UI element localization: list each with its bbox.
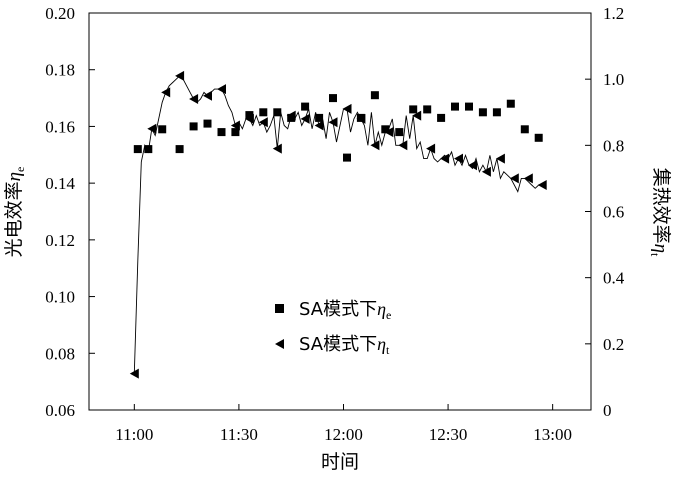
point-eta-t — [426, 143, 436, 154]
point-eta-e — [343, 153, 351, 162]
y-right-tick-label: 0.4 — [603, 269, 625, 288]
point-eta-e — [478, 108, 487, 117]
x-tick-label: 13:00 — [533, 425, 572, 444]
x-tick-label: 11:30 — [220, 425, 258, 444]
x-tick-label: 12:30 — [429, 425, 468, 444]
point-eta-e — [259, 108, 268, 117]
point-eta-e — [189, 122, 198, 131]
point-eta-t — [258, 117, 268, 128]
y-right-tick-label: 0.2 — [603, 335, 624, 354]
point-eta-t — [384, 127, 394, 138]
y-right-tick-label: 1.0 — [603, 70, 624, 89]
point-eta-e — [395, 128, 404, 137]
y-right-axis-title: 集热效率ηt — [648, 168, 672, 257]
point-eta-e — [506, 99, 515, 108]
point-eta-t — [537, 180, 547, 190]
point-eta-t — [370, 140, 380, 151]
y-right-tick-label: 0.6 — [603, 203, 624, 222]
point-eta-t — [481, 166, 491, 177]
y-left-tick-label: 0.12 — [45, 231, 75, 250]
point-eta-e — [245, 111, 254, 120]
point-eta-t — [244, 113, 254, 124]
point-eta-e — [381, 125, 390, 134]
y-left-tick-label: 0.18 — [45, 61, 75, 80]
x-tick-label: 11:00 — [115, 425, 153, 444]
y-left-tick-label: 0.20 — [45, 4, 75, 23]
y-left-tick-label: 0.14 — [45, 174, 75, 193]
point-eta-t — [342, 103, 352, 114]
point-eta-t — [189, 94, 199, 104]
y-left-tick-label: 0.16 — [45, 117, 75, 136]
point-eta-e — [158, 125, 167, 134]
point-eta-t — [468, 160, 477, 171]
point-eta-t — [300, 113, 310, 124]
point-eta-t — [272, 143, 282, 154]
x-axis-title: 时间 — [321, 451, 359, 473]
point-eta-t — [398, 140, 408, 151]
point-eta-t — [129, 368, 139, 379]
ticks-group: 11:00 11:30 12:00 12:30 13:00 0.06 0.08 0.10 0.1… — [45, 4, 625, 444]
point-eta-t — [509, 173, 519, 184]
point-eta-e — [465, 102, 473, 111]
point-eta-e — [451, 102, 459, 111]
point-eta-t — [328, 117, 338, 128]
point-eta-t — [203, 90, 212, 101]
y-left-tick-label: 0.06 — [45, 401, 75, 420]
point-eta-e — [301, 102, 310, 111]
y-right-tick-label: 0 — [603, 401, 612, 420]
point-eta-e — [534, 133, 543, 142]
point-eta-e — [144, 145, 153, 154]
point-eta-e — [315, 113, 324, 122]
point-eta-t — [175, 70, 185, 81]
y-left-tick-label: 0.08 — [45, 344, 75, 363]
point-eta-t — [412, 110, 422, 121]
y-left-axis-title: 光电效率ηe — [3, 167, 27, 258]
point-eta-e — [423, 105, 432, 114]
markers-group — [129, 70, 547, 379]
point-eta-t — [523, 173, 533, 184]
legend-marker-triangle — [275, 339, 284, 349]
point-eta-e — [492, 108, 501, 117]
point-eta-t — [495, 153, 505, 164]
point-eta-t — [161, 87, 171, 98]
point-eta-e — [273, 108, 282, 117]
point-eta-e — [231, 128, 240, 137]
legend-marker-square — [275, 304, 284, 313]
point-eta-e — [133, 145, 142, 154]
point-eta-t — [147, 123, 157, 134]
y-right-tick-label: 1.2 — [603, 4, 624, 23]
legend: SA模式下ηe SA模式下ηt — [275, 299, 391, 357]
point-eta-t — [286, 110, 296, 121]
point-eta-e — [329, 94, 337, 103]
point-eta-e — [409, 105, 418, 114]
point-eta-e — [370, 91, 379, 100]
point-eta-t — [314, 120, 324, 131]
point-eta-t — [454, 153, 463, 164]
series-line-group — [133, 75, 543, 374]
series-line-eta-t — [133, 75, 543, 374]
legend-label-eta-e: SA模式下ηe — [299, 299, 391, 322]
point-eta-e — [203, 119, 212, 128]
y-left-tick-label: 0.10 — [45, 288, 75, 307]
y-right-tick-label: 0.8 — [603, 136, 624, 155]
legend-label-eta-t: SA模式下ηt — [299, 334, 390, 357]
point-eta-t — [356, 113, 366, 124]
point-eta-t — [230, 120, 240, 131]
point-eta-e — [175, 145, 184, 154]
point-eta-e — [437, 113, 446, 122]
point-eta-t — [440, 153, 450, 164]
point-eta-e — [520, 125, 529, 134]
point-eta-t — [217, 84, 226, 95]
point-eta-e — [217, 128, 226, 137]
x-tick-label: 12:00 — [324, 425, 363, 444]
